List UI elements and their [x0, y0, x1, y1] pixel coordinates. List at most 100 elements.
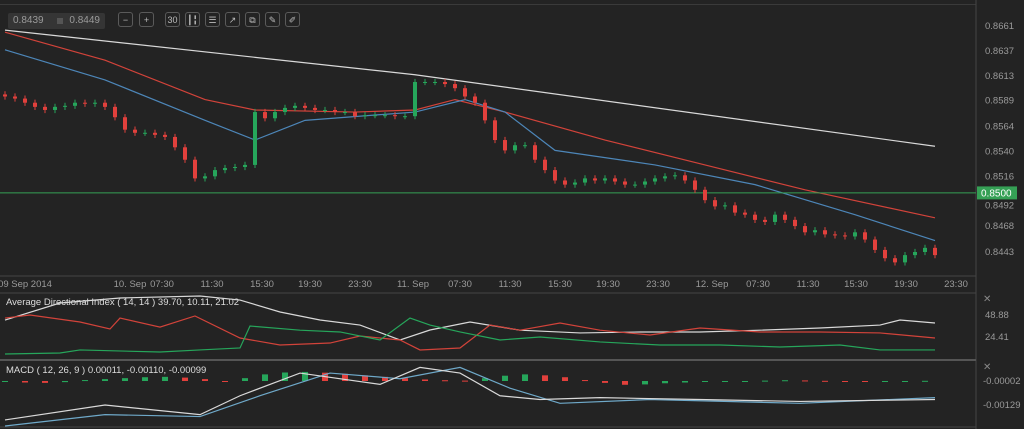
macd-histogram-bar	[442, 380, 448, 382]
macd-histogram-bar	[802, 380, 808, 382]
zoom-in-icon[interactable]: +	[139, 12, 154, 27]
macd-title: MACD ( 12, 26, 9 ) 0.00011, -0.00110, -0…	[6, 365, 206, 376]
candle-body	[313, 107, 317, 110]
time-tick-label: 11. Sep	[397, 279, 429, 290]
candle-body	[423, 81, 427, 83]
candle-body	[243, 164, 247, 167]
edit-icon[interactable]: ✎	[265, 12, 280, 27]
macd-histogram-bar	[602, 381, 608, 383]
candle-body	[413, 81, 417, 117]
price-tick-label: 0.8613	[985, 71, 1014, 82]
macd-histogram-bar	[222, 381, 228, 382]
candle-body	[143, 132, 147, 134]
candle-body	[403, 116, 407, 118]
price-tick-label: 0.8516	[985, 171, 1014, 182]
candle-body	[43, 106, 47, 110]
time-tick-label: 07:30	[448, 279, 472, 290]
candle-body	[643, 181, 647, 185]
candle-body	[213, 170, 217, 177]
time-tick-label: 07:30	[746, 279, 770, 290]
adx-title: Average Directional Index ( 14, 14 ) 39.…	[6, 297, 239, 308]
candle-body	[863, 232, 867, 240]
candle-body	[703, 189, 707, 201]
macd-histogram-bar	[262, 374, 268, 381]
price-tick-label: 0.8492	[985, 200, 1014, 211]
time-tick-label: 07:30	[150, 279, 174, 290]
time-tick-label: 11:30	[796, 279, 819, 290]
candle-body	[723, 205, 727, 207]
candle-body	[683, 175, 687, 181]
time-tick-label: 19:30	[596, 279, 620, 290]
macd-histogram-bar	[822, 380, 828, 382]
candle-body	[83, 102, 87, 104]
candle-body	[433, 81, 437, 83]
macd-line	[4, 366, 936, 421]
macd-histogram-bar	[842, 381, 848, 382]
moving-average-line	[4, 31, 936, 219]
candle-body	[843, 235, 847, 237]
candle-body	[743, 212, 747, 215]
macd-histogram-bar	[362, 375, 368, 381]
macd-histogram-bar	[562, 377, 568, 381]
macd-histogram-bar	[142, 377, 148, 381]
candle-body	[113, 106, 117, 118]
price-tick-label: 0.8564	[985, 122, 1014, 133]
timeframe-icon[interactable]: 30	[165, 12, 180, 27]
candle-body	[913, 252, 917, 256]
spread-icon	[57, 18, 63, 24]
candle-body	[13, 96, 17, 99]
draw-icon[interactable]: ✐	[285, 12, 300, 27]
bid-price: 0.8439	[13, 15, 44, 26]
candle-body	[383, 115, 387, 117]
macd-histogram-bar	[782, 380, 788, 382]
time-tick-label: 15:30	[548, 279, 572, 290]
candle-body	[553, 170, 557, 181]
macd-tick-label: -0.00129	[983, 400, 1021, 411]
indicators-icon[interactable]: ☰	[205, 12, 220, 27]
candle-body	[503, 140, 507, 151]
time-tick-label: 19:30	[894, 279, 918, 290]
price-tick-label: 0.8661	[985, 21, 1014, 32]
candle-body	[533, 145, 537, 160]
candle-body	[853, 232, 857, 237]
candle-body	[273, 112, 277, 119]
macd-histogram-bar	[342, 373, 348, 381]
trend-chart-icon[interactable]: ↗	[225, 12, 240, 27]
time-tick-label: 12. Sep	[696, 279, 729, 290]
candle-body	[573, 182, 577, 185]
adx-line	[4, 295, 936, 341]
adx-line	[4, 314, 936, 351]
price-tick-label: 0.8443	[985, 247, 1014, 258]
time-tick-label: 23:30	[646, 279, 670, 290]
candle-body	[923, 247, 927, 253]
candle-body	[483, 102, 487, 121]
time-tick-label: 15:30	[250, 279, 274, 290]
candle-body	[713, 200, 717, 207]
moving-average-line	[4, 49, 936, 242]
price-tick-label: 0.8468	[985, 221, 1014, 232]
macd-histogram-bar	[582, 380, 588, 382]
current-price-badge	[977, 186, 1017, 200]
candle-body	[293, 105, 297, 108]
candle-body	[543, 159, 547, 171]
candle-body	[833, 234, 837, 236]
macd-histogram-bar	[422, 379, 428, 381]
price-tick-label: 0.8589	[985, 96, 1014, 107]
adx-line	[4, 317, 935, 355]
candle-body	[333, 109, 337, 113]
candle-body	[883, 249, 887, 259]
zoom-out-icon[interactable]: −	[118, 12, 133, 27]
chart-type-icon[interactable]: ┃╏	[185, 12, 200, 27]
macd-histogram-bar	[682, 381, 688, 383]
macd-histogram-bar	[922, 380, 928, 382]
candle-body	[263, 112, 267, 119]
macd-histogram-bar	[402, 378, 408, 381]
candle-body	[173, 136, 177, 148]
copy-icon[interactable]: ⧉	[245, 12, 260, 27]
macd-histogram-bar	[282, 372, 288, 381]
macd-histogram-bar	[742, 381, 748, 382]
macd-signal-line	[4, 366, 936, 427]
candle-body	[673, 175, 677, 177]
time-tick-label: 23:30	[944, 279, 968, 290]
